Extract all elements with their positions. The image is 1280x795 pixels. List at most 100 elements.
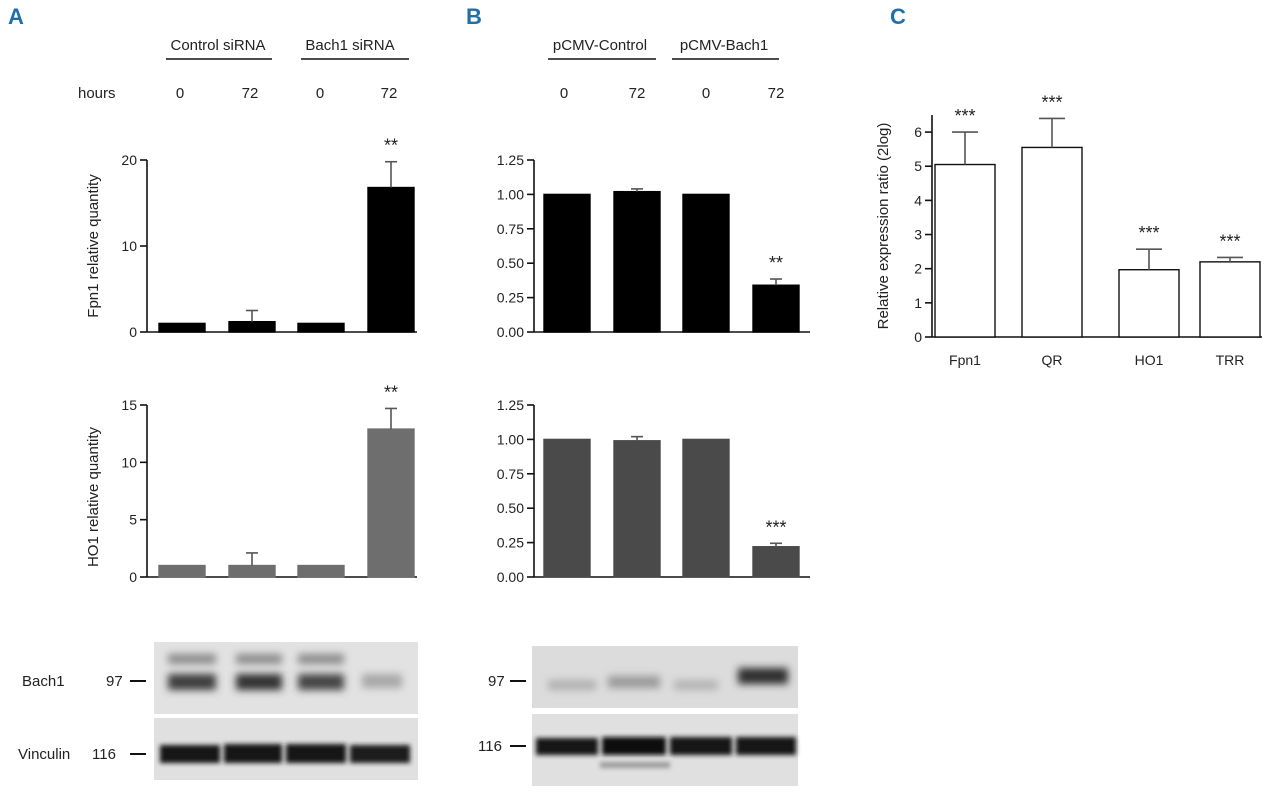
chart-fpn1-sirna: 0 10 20 Fpn1 relative quantity ** [85, 136, 417, 340]
y-tick-label: 1.00 [497, 431, 524, 447]
blot-band [670, 737, 732, 755]
bar [367, 186, 415, 333]
chart-ho1-sirna: 0 5 10 15 HO1 relative quantity ** [85, 382, 417, 585]
bar [934, 163, 996, 338]
blot-band [224, 744, 282, 763]
y-tick-label: 3 [914, 227, 922, 243]
blot-band [738, 668, 788, 684]
blot-band [286, 744, 346, 763]
y-axis-label: Fpn1 relative quantity [85, 174, 102, 318]
y-tick-label: 10 [121, 454, 137, 470]
bar [613, 440, 661, 578]
x-tick-label: QR [1042, 352, 1063, 368]
blot-marker-97: 97 [106, 673, 123, 690]
bar [752, 284, 800, 333]
x-tick-label: Fpn1 [949, 352, 981, 368]
blot-band [600, 762, 670, 768]
significance-marker: *** [1219, 231, 1240, 251]
blot-band [548, 680, 596, 690]
significance-marker: *** [1041, 92, 1062, 112]
blot-marker-97: 97 [488, 673, 505, 690]
y-tick-label: 1 [914, 295, 922, 311]
hours-value: 72 [381, 85, 398, 102]
bar [297, 322, 345, 333]
panel-b-western-blot: 97 116 [478, 646, 798, 786]
blot-band [236, 674, 282, 690]
group-label-pcmv-control: pCMV-Control [553, 37, 647, 54]
blot-band [350, 745, 410, 763]
y-tick-label: 0.50 [497, 255, 524, 271]
bar [613, 190, 661, 333]
blot-row-label-vinculin: Vinculin [18, 746, 70, 763]
blot-band [298, 674, 344, 690]
blot-band [608, 676, 660, 688]
panel-c-letter: C [890, 4, 906, 29]
blot-band [362, 674, 402, 688]
blot-band [298, 654, 344, 664]
chart-relative-expression: 0 1 2 3 4 5 6 Relative expression ratio (2log) *… [875, 92, 1262, 368]
y-tick-label: 0.50 [497, 500, 524, 516]
bar [158, 322, 206, 333]
y-axis-label: HO1 relative quantity [85, 426, 102, 567]
bar [543, 438, 591, 578]
blot-bands-bach1 [168, 654, 402, 690]
panel-b-letter: B [466, 4, 482, 29]
blot-band [168, 674, 216, 690]
bar [158, 564, 206, 578]
significance-marker: ** [769, 253, 783, 273]
bar [543, 193, 591, 333]
bar [367, 428, 415, 578]
blot-band [736, 737, 796, 755]
bar [1118, 269, 1180, 338]
y-tick-label: 0.75 [497, 466, 524, 482]
group-label-pcmv-bach1: pCMV-Bach1 [680, 37, 768, 54]
blot-band [602, 737, 666, 755]
significance-marker: *** [1138, 223, 1159, 243]
blot-bands-vinculin [536, 737, 796, 768]
hours-value: 72 [242, 85, 259, 102]
group-label-bach1-sirna: Bach1 siRNA [305, 37, 394, 54]
y-tick-label: 2 [914, 261, 922, 277]
group-label-control-sirna: Control siRNA [170, 37, 265, 54]
blot-band [168, 654, 216, 664]
y-tick-label: 0.25 [497, 535, 524, 551]
panel-a-letter: A [8, 4, 24, 29]
chart-ho1-overexpression: 0.00 0.25 0.50 0.75 1.00 1.25 *** [497, 397, 810, 585]
y-tick-label: 0 [914, 329, 922, 345]
bar [297, 564, 345, 578]
bar [228, 564, 276, 578]
y-tick-label: 5 [914, 158, 922, 174]
x-tick-label: HO1 [1135, 352, 1164, 368]
significance-marker: *** [765, 517, 786, 537]
blot-band [236, 654, 282, 664]
panel-b-header: pCMV-Control pCMV-Bach1 0 72 0 72 [548, 37, 784, 102]
y-tick-label: 0 [129, 569, 137, 585]
y-tick-label: 20 [121, 152, 137, 168]
significance-marker: *** [954, 106, 975, 126]
bar [228, 320, 276, 333]
y-tick-label: 5 [129, 512, 137, 528]
y-tick-label: 0 [129, 324, 137, 340]
hours-value: 0 [702, 85, 710, 102]
significance-marker: ** [384, 136, 398, 156]
x-tick-label: TRR [1216, 352, 1245, 368]
bar [1199, 261, 1261, 338]
y-tick-label: 15 [121, 397, 137, 413]
hours-label: hours [78, 85, 116, 102]
bar [752, 546, 800, 578]
hours-value: 0 [560, 85, 568, 102]
y-tick-label: 1.25 [497, 152, 524, 168]
blot-band [674, 680, 718, 690]
y-tick-label: 4 [914, 192, 922, 208]
hours-value: 72 [768, 85, 785, 102]
significance-marker: ** [384, 382, 398, 402]
y-tick-label: 10 [121, 238, 137, 254]
blot-band [160, 745, 220, 763]
y-tick-label: 0.00 [497, 569, 524, 585]
y-tick-label: 1.00 [497, 186, 524, 202]
hours-value: 72 [629, 85, 646, 102]
y-tick-label: 0.75 [497, 221, 524, 237]
y-tick-label: 1.25 [497, 397, 524, 413]
panel-a-header: Control siRNA Bach1 siRNA hours 0 72 0 7… [78, 37, 409, 102]
